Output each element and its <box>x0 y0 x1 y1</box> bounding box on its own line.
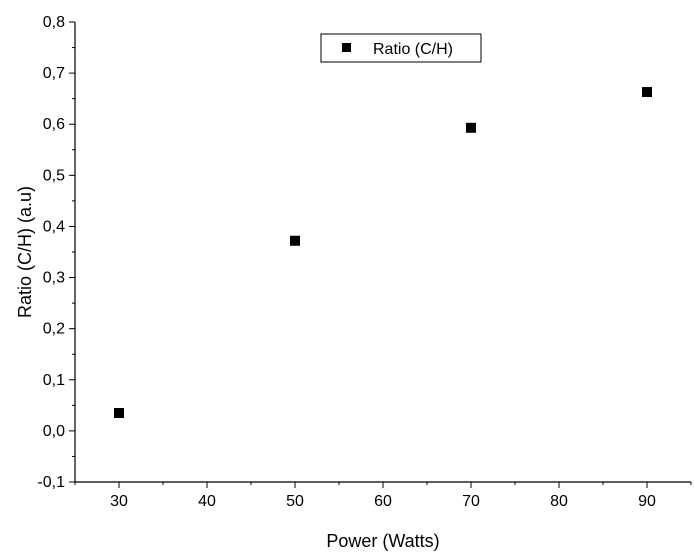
y-tick-label: 0,5 <box>43 167 65 184</box>
x-tick-label: 90 <box>638 493 656 510</box>
y-tick-label: 0,2 <box>43 321 65 338</box>
legend-marker <box>342 43 351 52</box>
data-points <box>114 87 652 418</box>
y-tick-label: 0,1 <box>43 372 65 389</box>
x-tick-label: 50 <box>286 493 304 510</box>
y-tick-label: 0,4 <box>43 218 65 235</box>
legend: Ratio (C/H) <box>320 33 482 63</box>
x-tick-label: 60 <box>374 493 392 510</box>
x-tick-label: 80 <box>550 493 568 510</box>
y-tick-label: 0,7 <box>43 65 65 82</box>
x-tick-label: 40 <box>198 493 216 510</box>
data-point <box>466 122 476 133</box>
data-point <box>114 408 124 418</box>
y-tick-label: -0,1 <box>37 474 65 491</box>
y-tick-label: 0,8 <box>43 14 65 31</box>
y-tick-label: 0,6 <box>43 116 65 133</box>
x-axis-title: Power (Watts) <box>326 531 439 551</box>
x-tick-label: 30 <box>110 493 128 510</box>
y-tick-label: 0,3 <box>43 270 65 287</box>
x-tick-label: 70 <box>462 493 480 510</box>
legend-label: Ratio (C/H) <box>373 41 453 58</box>
data-point <box>642 87 652 98</box>
axes <box>74 22 691 483</box>
y-tick-label: 0,0 <box>43 423 65 440</box>
ticks: -0,1 0,0 0,1 0,2 0,3 0,4 0,5 0,6 0,7 0,8 30 40 50 60 7… <box>37 14 692 510</box>
y-axis-title: Ratio (C/H) (a.u) <box>15 186 35 318</box>
data-point <box>290 235 300 246</box>
